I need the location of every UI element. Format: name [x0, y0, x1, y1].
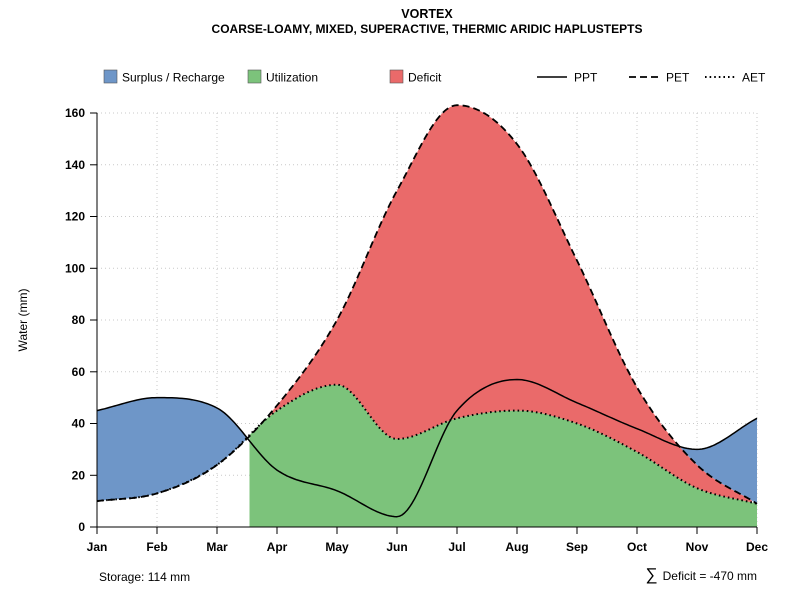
x-tick-label: May [325, 540, 349, 554]
x-tick-label: Sep [566, 540, 588, 554]
legend-label-ppt: PPT [574, 71, 598, 85]
x-tick-label: Aug [505, 540, 528, 554]
y-tick-label: 100 [65, 261, 85, 275]
y-tick-label: 0 [78, 520, 85, 534]
area-surplus-recharge [97, 397, 247, 502]
chart-title: VORTEX [401, 7, 453, 21]
x-tick-label: Apr [267, 540, 288, 554]
legend-swatch-ppt_above_pet [103, 69, 118, 84]
sigma-symbol: ∑ [646, 565, 658, 584]
y-tick-label: 20 [72, 468, 86, 482]
y-tick-label: 80 [72, 313, 86, 327]
x-tick-label: Feb [146, 540, 167, 554]
x-tick-label: Oct [627, 540, 647, 554]
area-utilization [249, 384, 757, 527]
x-tick-label: Nov [686, 540, 709, 554]
legend-label-ppt_above_pet: Surplus / Recharge [122, 71, 225, 85]
x-tick-label: Mar [206, 540, 228, 554]
deficit-total-annotation: ∑ Deficit = -470 mm [646, 565, 757, 584]
y-tick-label: 40 [72, 417, 86, 431]
y-tick-label: 140 [65, 158, 85, 172]
series-line-ppt [96, 378, 758, 518]
legend-label-under_aet_after_surplus: Utilization [266, 71, 318, 85]
x-tick-label: Dec [746, 540, 768, 554]
chart-series-lines [96, 104, 758, 518]
legend-swatch-pet_above_aet [389, 69, 404, 84]
x-tick-label: Jan [87, 540, 108, 554]
y-axis-label: Water (mm) [16, 289, 30, 352]
storage-annotation: Storage: 114 mm [99, 570, 190, 584]
legend-label-pet: PET [666, 71, 690, 85]
deficit-total-text: Deficit = -470 mm [663, 569, 757, 583]
chart-subtitle: COARSE-LOAMY, MIXED, SUPERACTIVE, THERMI… [212, 22, 643, 36]
axes: Jan Feb Mar Apr May Jun Jul Aug Sep Oct Nov Dec 0 20 4… [65, 106, 768, 554]
y-tick-label: 60 [72, 365, 86, 379]
x-tick-label: Jun [386, 540, 407, 554]
legend: Surplus / Recharge Utilization Deficit PPT P… [103, 69, 766, 85]
legend-label-pet_above_aet: Deficit [408, 71, 442, 85]
chart-areas [97, 105, 757, 527]
legend-label-aet: AET [742, 71, 766, 85]
y-tick-label: 160 [65, 106, 85, 120]
area-surplus-recharge [679, 418, 757, 504]
legend-swatch-under_aet_after_surplus [247, 69, 262, 84]
x-tick-label: Jul [448, 540, 465, 554]
series-line-pet [96, 104, 758, 505]
y-tick-label: 120 [65, 210, 85, 224]
